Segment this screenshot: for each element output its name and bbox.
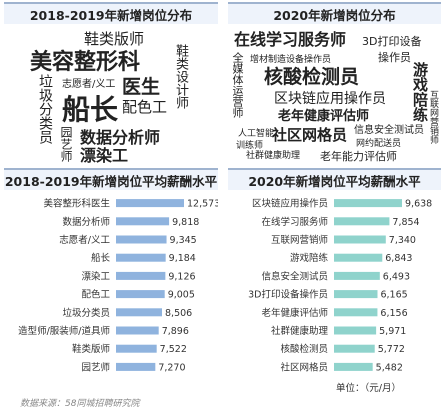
cloud-word: 训练师 xyxy=(236,141,264,151)
bar xyxy=(334,217,390,226)
cloud-word: 船长 xyxy=(62,93,119,126)
cloud-word: 区块链应用操作员 xyxy=(274,91,386,107)
category-label: 区块链应用操作员 xyxy=(252,198,328,210)
bars-left-title: 2018-2019年新增岗位平均薪酬水平 xyxy=(4,168,218,190)
cloud-word: 操作员 xyxy=(378,51,411,64)
cloud-word: 老年健康评估师 xyxy=(278,109,370,124)
value-label: 9,818 xyxy=(172,217,199,228)
source-note: 数据来源：58同城招聘研究院 xyxy=(20,399,140,409)
cloud-word: 数据分析师 xyxy=(80,128,161,147)
word-cloud-2020: 在线学习服务师 3D打印设备 操作员 增材制造设备操作员 全媒体运营师 核酸检测… xyxy=(228,26,441,166)
cloud-word: 社区网格员 xyxy=(272,126,348,144)
cloud-word: 园艺师 xyxy=(59,126,73,162)
cloud-left-title: 2018-2019年新增岗位分布 xyxy=(4,2,218,24)
category-label: 信息安全测试员 xyxy=(261,270,328,282)
cloud-word: 配色工 xyxy=(122,98,168,116)
word-cloud-2018-2019: 鞋类版师 美容整形科 鞋类设计师 志愿者/义工 医生 垃圾分类员 船长 配色工 … xyxy=(4,26,218,166)
cloud-word: 漂染工 xyxy=(80,146,129,165)
value-label: 6,843 xyxy=(385,253,412,264)
value-label: 5,482 xyxy=(376,362,403,373)
cloud-word: 垃圾分类员 xyxy=(37,74,53,144)
bar xyxy=(116,217,170,226)
unit-label: 单位：（元/月） xyxy=(336,383,401,394)
category-label: 社群健康助理 xyxy=(271,325,329,337)
category-label: 核酸检测员 xyxy=(280,343,328,355)
bar xyxy=(334,235,386,244)
category-label: 美容整形科医生 xyxy=(43,198,110,210)
cloud-word: 志愿者/义工 xyxy=(62,79,116,90)
value-label: 8,506 xyxy=(165,308,192,319)
cloud-word: 核酸检测员 xyxy=(264,66,360,88)
bar xyxy=(116,253,166,262)
bar xyxy=(334,271,380,280)
cloud-word: 互联网营销师 xyxy=(428,90,438,144)
cloud-word: 医生 xyxy=(122,76,161,98)
value-label: 6,493 xyxy=(383,271,410,282)
value-label: 12,573 xyxy=(187,199,218,210)
cloud-word: 人工智能 xyxy=(238,129,275,139)
category-label: 鞋类版师 xyxy=(72,343,110,355)
category-label: 船长 xyxy=(91,252,111,264)
value-label: 9,005 xyxy=(168,290,195,301)
value-label: 7,854 xyxy=(392,217,419,228)
bar xyxy=(116,271,166,280)
value-label: 9,126 xyxy=(168,271,195,282)
bar xyxy=(334,290,378,299)
bar xyxy=(334,344,375,353)
cloud-word: 老年能力评估师 xyxy=(320,150,397,163)
cloud-word: 在线学习服务师 xyxy=(234,30,347,49)
bar xyxy=(334,362,373,371)
bar xyxy=(116,308,163,317)
cloud-right-title: 2020年新增岗位分布 xyxy=(228,2,441,24)
value-label: 7,340 xyxy=(389,235,416,246)
value-label: 6,156 xyxy=(380,308,407,319)
cloud-word: 鞋类版师 xyxy=(84,30,145,48)
category-label: 园艺师 xyxy=(81,361,110,373)
bar xyxy=(116,326,159,335)
cloud-word: 游戏陪练 xyxy=(411,62,429,122)
cloud-word: 增材制造设备操作员 xyxy=(250,55,332,65)
cloud-word: 3D打印设备 xyxy=(362,35,422,48)
category-label: 数据分析师 xyxy=(62,216,110,228)
value-label: 5,772 xyxy=(378,344,405,355)
cloud-word: 美容整形科 xyxy=(30,50,141,75)
category-label: 互联网营销师 xyxy=(271,234,328,246)
category-label: 志愿者/义工 xyxy=(59,234,110,246)
category-label: 垃圾分类员 xyxy=(62,307,110,319)
category-label: 游戏陪练 xyxy=(290,252,329,264)
bars-right-title: 2020年新增岗位平均薪酬水平 xyxy=(228,168,441,190)
value-label: 7,522 xyxy=(160,344,187,355)
category-label: 在线学习服务师 xyxy=(261,216,328,228)
cloud-word: 全媒体运营师 xyxy=(231,52,244,118)
cloud-word: 信息安全测试员 xyxy=(354,125,424,136)
value-label: 9,638 xyxy=(405,199,432,210)
bar xyxy=(334,326,377,335)
bar xyxy=(334,199,402,208)
value-label: 9,184 xyxy=(169,253,196,264)
salary-bar-chart-2020: 区块链应用操作员 9,638 在线学习服务师 7,854 互联网营销师 7,340 游戏陪练… xyxy=(248,198,432,374)
bar xyxy=(334,308,378,317)
bar xyxy=(116,362,156,371)
category-label: 配色工 xyxy=(81,289,110,301)
value-label: 9,345 xyxy=(170,235,197,246)
category-label: 3D打印设备操作员 xyxy=(248,289,328,301)
bar xyxy=(116,290,165,299)
bar xyxy=(334,253,383,262)
category-label: 社区网格员 xyxy=(280,361,328,373)
value-label: 6,165 xyxy=(380,290,407,301)
category-label: 老年健康评估师 xyxy=(261,307,328,319)
bar xyxy=(116,199,184,208)
category-label: 漂染工 xyxy=(81,270,110,282)
value-label: 5,971 xyxy=(379,326,406,337)
category-label: 造型师/服装师/道具师 xyxy=(18,325,110,337)
cloud-word: 社群健康助理 xyxy=(246,151,301,161)
salary-bar-chart-2018-2019: 美容整形科医生 12,573 数据分析师 9,818 志愿者/义工 9,345 船长 9,18… xyxy=(18,198,218,374)
bar xyxy=(116,235,167,244)
value-label: 7,896 xyxy=(162,326,189,337)
bar xyxy=(116,344,157,353)
value-label: 7,270 xyxy=(158,362,185,373)
cloud-word: 网约配送员 xyxy=(356,139,402,149)
cloud-word: 鞋类设计师 xyxy=(173,44,188,109)
